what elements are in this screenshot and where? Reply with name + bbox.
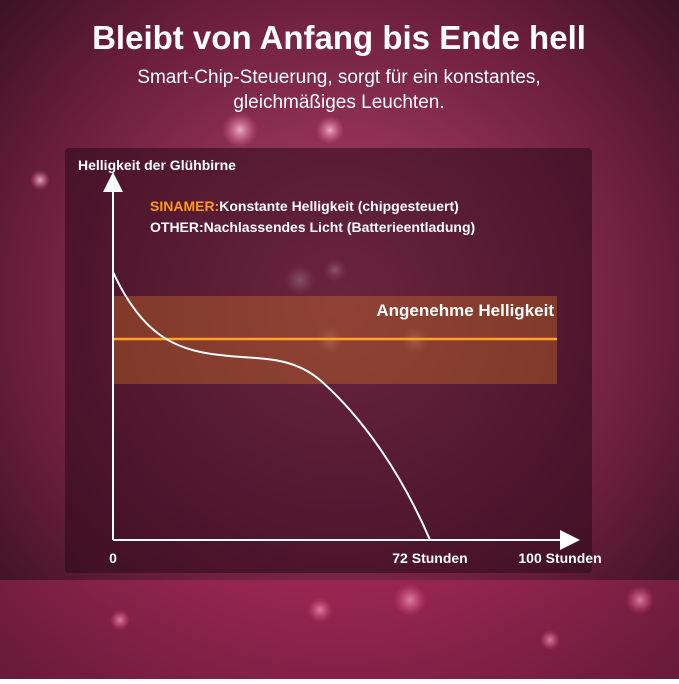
legend-text: Konstante Helligkeit (chipgesteuert) [219, 198, 459, 214]
title: Bleibt von Anfang bis Ende hell [92, 19, 586, 56]
legend-entry: OTHER:Nachlassendes Licht (Batterieentla… [150, 219, 475, 235]
legend-brand: SINAMER: [150, 198, 219, 214]
legend-entry: SINAMER:Konstante Helligkeit (chipgesteu… [150, 198, 459, 214]
legend-brand: OTHER: [150, 219, 204, 235]
x-label: 0 [109, 550, 117, 566]
x-label: 72 Stunden [392, 550, 467, 566]
chart-panel [65, 148, 592, 573]
band-label: Angenehme Helligkeit [376, 301, 554, 320]
y-axis-label: Helligkeit der Glühbirne [78, 157, 236, 173]
subtitle: Smart-Chip-Steuerung, sorgt für ein kons… [137, 67, 540, 88]
subtitle: gleichmäßiges Leuchten. [233, 92, 444, 113]
legend-text: Nachlassendes Licht (Batterieentladung) [204, 219, 476, 235]
decay-curve [112, 271, 431, 541]
x-label: 100 Stunden [518, 550, 601, 566]
